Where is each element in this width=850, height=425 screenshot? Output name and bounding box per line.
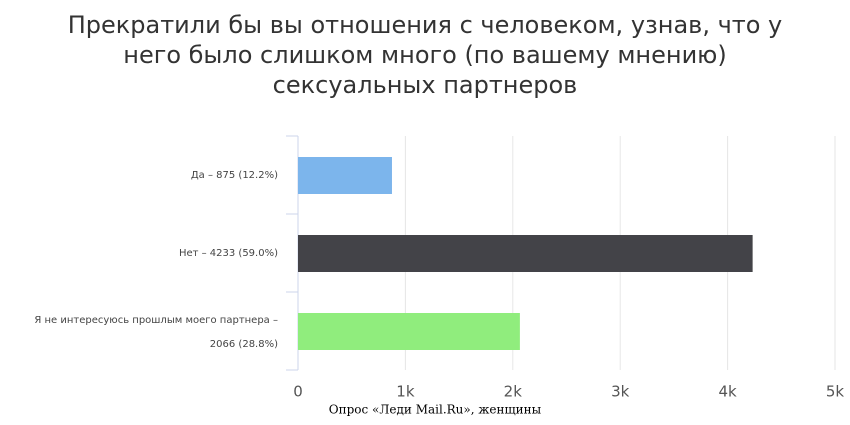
x-tick-label: 2k [504,383,523,401]
bar [298,313,520,350]
x-tick-label: 4k [718,383,737,401]
y-tick-label: Да – 875 (12.2%) [191,170,278,181]
y-tick-label: Я не интересуюсь прошлым моего партнера … [34,315,278,350]
bar [298,157,392,194]
x-tick-label: 3k [611,383,630,401]
x-tick-label: 0 [293,383,303,401]
bar [298,235,753,272]
x-tick-label: 5k [826,383,845,401]
x-tick-label: 1k [396,383,415,401]
chart-title: Прекратили бы вы отношения с человеком, … [67,11,783,99]
source: Опрос «Леди Mail.Ru», женщины [329,403,542,417]
y-tick-label: Нет – 4233 (59.0%) [179,248,278,259]
